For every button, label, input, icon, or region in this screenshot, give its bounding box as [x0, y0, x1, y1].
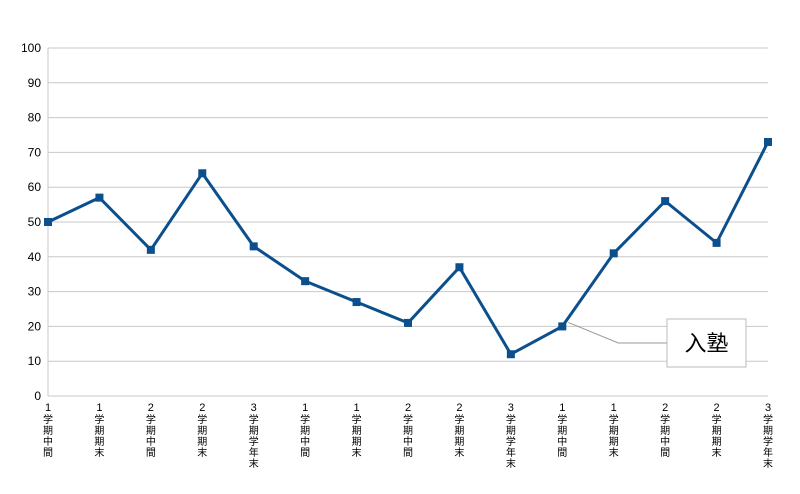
- y-tick-label: 80: [28, 111, 42, 125]
- x-tick-label: 学期期末: [609, 413, 619, 459]
- x-tick-number: 2: [662, 402, 668, 414]
- y-tick-label: 60: [28, 180, 42, 194]
- grid-lines: [47, 47, 768, 397]
- x-tick-number: 1: [559, 402, 565, 414]
- y-tick-label: 0: [34, 389, 41, 403]
- data-point: [198, 169, 207, 178]
- data-point: [764, 137, 772, 146]
- annotation-callout: 入塾: [568, 318, 747, 368]
- x-tick-label: 学期中間: [660, 413, 670, 459]
- x-axis-ticks: 1学期中間1学期期末2学期中間2学期期末3学期学年末1学期中間1学期期末2学期中…: [43, 402, 773, 470]
- data-point: [352, 298, 361, 307]
- y-tick-label: 20: [28, 319, 42, 333]
- y-tick-label: 40: [28, 250, 42, 264]
- x-tick-number: 1: [96, 402, 102, 414]
- data-point: [44, 218, 52, 226]
- x-tick-label: 学期期末: [454, 413, 464, 459]
- x-tick-number: 2: [199, 402, 205, 414]
- data-point: [455, 263, 464, 272]
- y-tick-label: 10: [28, 354, 42, 368]
- x-tick-number: 1: [45, 402, 51, 414]
- x-tick-number: 2: [148, 402, 154, 414]
- x-tick-label: 学期期末: [712, 413, 722, 459]
- x-tick-label: 学期期末: [352, 413, 362, 459]
- x-tick-number: 1: [611, 402, 617, 414]
- data-point: [249, 242, 258, 251]
- x-tick-label: 学期中間: [403, 413, 413, 459]
- data-point: [301, 277, 310, 286]
- x-tick-label: 学期学年末: [506, 413, 516, 470]
- x-tick-label: 学期中間: [300, 413, 310, 459]
- x-tick-number: 3: [508, 402, 514, 414]
- annotation-leader-line: [568, 321, 667, 344]
- annotation-box: [666, 318, 747, 368]
- y-axis-ticks: 0 10 20 30 40 50 60 70 80 90 100: [21, 41, 41, 403]
- data-point: [95, 193, 104, 202]
- series-points: [44, 137, 772, 359]
- y-tick-label: 90: [28, 76, 42, 90]
- x-tick-number: 1: [354, 402, 360, 414]
- data-point: [609, 249, 618, 258]
- y-tick-label: 100: [21, 41, 41, 55]
- x-tick-label: 学期期末: [94, 413, 104, 459]
- data-point: [404, 318, 412, 327]
- data-point: [661, 197, 670, 206]
- y-tick-label: 30: [28, 285, 42, 299]
- data-point: [146, 245, 155, 254]
- x-tick-label: 学期学年末: [763, 413, 773, 470]
- annotation-label: 入塾: [684, 332, 728, 357]
- data-point: [712, 238, 721, 247]
- x-tick-number: 3: [251, 402, 257, 414]
- x-tick-label: 学期中間: [557, 413, 567, 459]
- x-tick-number: 2: [405, 402, 411, 414]
- data-point: [506, 350, 515, 359]
- x-tick-label: 学期中間: [43, 413, 53, 459]
- x-tick-label: 学期学年末: [249, 413, 259, 470]
- x-tick-number: 2: [456, 402, 462, 414]
- x-tick-label: 学期中間: [146, 413, 156, 459]
- x-tick-number: 3: [765, 402, 771, 414]
- x-tick-number: 2: [714, 402, 720, 414]
- x-tick-number: 1: [302, 402, 308, 414]
- x-tick-label: 学期期末: [197, 413, 207, 459]
- data-point: [558, 322, 567, 331]
- y-tick-label: 70: [28, 145, 42, 159]
- y-tick-label: 50: [28, 215, 42, 229]
